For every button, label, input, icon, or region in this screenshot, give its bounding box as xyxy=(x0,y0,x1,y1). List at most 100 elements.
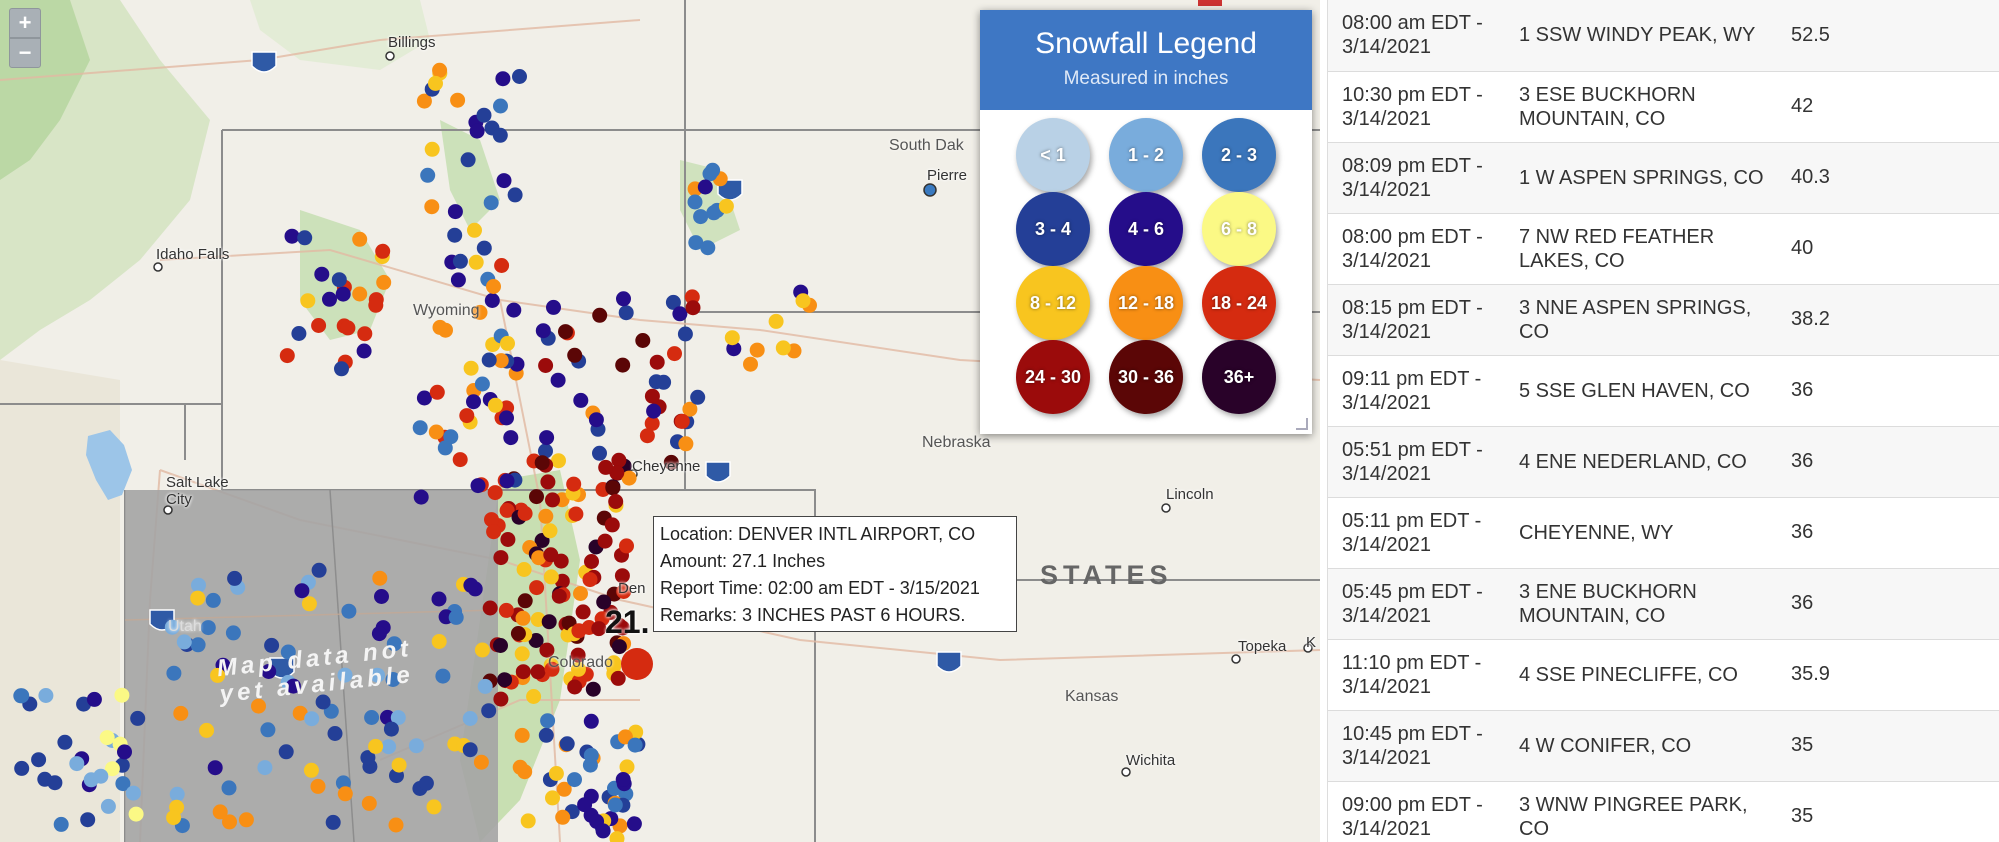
snowfall-marker[interactable] xyxy=(416,93,432,109)
snowfall-marker[interactable] xyxy=(611,639,627,655)
snowfall-marker[interactable] xyxy=(292,705,308,721)
snowfall-marker[interactable] xyxy=(14,760,30,776)
snowfall-marker[interactable] xyxy=(463,360,479,376)
snowfall-marker[interactable] xyxy=(615,620,631,636)
snowfall-marker[interactable] xyxy=(484,512,499,528)
snowfall-marker[interactable] xyxy=(595,823,611,839)
snowfall-marker[interactable] xyxy=(482,600,498,616)
snowfall-marker[interactable] xyxy=(334,361,349,377)
snowfall-marker[interactable] xyxy=(531,550,547,566)
snowfall-marker[interactable] xyxy=(225,625,241,641)
snowfall-marker[interactable] xyxy=(795,293,811,309)
snowfall-marker[interactable] xyxy=(443,429,459,445)
snowfall-marker[interactable] xyxy=(469,123,485,139)
snowfall-marker[interactable] xyxy=(568,506,584,522)
snowfall-marker[interactable] xyxy=(470,478,486,494)
snowfall-marker[interactable] xyxy=(583,747,599,763)
snowfall-marker[interactable] xyxy=(128,806,144,822)
snowfall-marker[interactable] xyxy=(431,591,447,607)
legend-bucket[interactable]: 6 - 8 xyxy=(1202,192,1276,266)
snowfall-marker[interactable] xyxy=(543,569,559,585)
snowfall-marker[interactable] xyxy=(370,667,385,683)
snowfall-marker[interactable] xyxy=(294,583,310,599)
snowfall-marker[interactable] xyxy=(702,166,718,182)
snowfall-marker[interactable] xyxy=(538,727,554,743)
snowfall-marker[interactable] xyxy=(685,300,701,316)
snowfall-marker[interactable] xyxy=(665,294,681,310)
snowfall-marker[interactable] xyxy=(303,762,319,778)
snowfall-map[interactable]: + − Billings Idaho Falls Wyoming South D… xyxy=(0,0,1320,842)
snowfall-marker[interactable] xyxy=(616,584,632,599)
snowfall-marker[interactable] xyxy=(169,786,185,802)
snowfall-marker[interactable] xyxy=(130,710,146,726)
snowfall-report-markers[interactable] xyxy=(13,62,817,842)
snowfall-marker[interactable] xyxy=(649,354,665,370)
snowfall-marker[interactable] xyxy=(667,346,682,362)
report-row[interactable]: 08:09 pm EDT - 3/14/2021 1 W ASPEN SPRING… xyxy=(1328,142,1999,214)
snowfall-marker[interactable] xyxy=(452,452,468,468)
snowfall-marker[interactable] xyxy=(529,489,544,505)
snowfall-marker[interactable] xyxy=(597,533,613,549)
snowfall-marker[interactable] xyxy=(374,589,389,604)
snowfall-marker[interactable] xyxy=(474,642,490,658)
snowfall-marker[interactable] xyxy=(467,222,482,238)
snowfall-marker[interactable] xyxy=(426,799,442,815)
snowfall-marker[interactable] xyxy=(257,760,273,776)
report-row[interactable]: 08:00 pm EDT - 3/14/2021 7 NW RED FEATHER… xyxy=(1328,213,1999,285)
snowfall-marker[interactable] xyxy=(337,667,353,683)
legend-bucket[interactable]: 4 - 6 xyxy=(1109,192,1183,266)
snowfall-marker[interactable] xyxy=(538,358,554,373)
snowfall-marker[interactable] xyxy=(429,384,445,400)
legend-bucket[interactable]: 12 - 18 xyxy=(1109,266,1183,340)
snowfall-marker[interactable] xyxy=(356,343,372,359)
snowfall-marker[interactable] xyxy=(493,98,508,114)
snowfall-marker[interactable] xyxy=(447,227,463,243)
snowfall-marker[interactable] xyxy=(506,302,522,318)
snowfall-marker[interactable] xyxy=(474,376,490,392)
snowfall-marker[interactable] xyxy=(592,445,607,461)
snowfall-marker[interactable] xyxy=(674,413,690,429)
snowfall-marker[interactable] xyxy=(190,637,206,653)
snowfall-marker[interactable] xyxy=(372,570,388,586)
zoom-out-button[interactable]: − xyxy=(9,38,41,68)
snowfall-marker[interactable] xyxy=(412,420,428,436)
snowfall-marker[interactable] xyxy=(584,554,599,569)
snowfall-marker[interactable] xyxy=(418,775,434,791)
snowfall-marker[interactable] xyxy=(99,730,115,746)
snowfall-marker[interactable] xyxy=(591,621,607,637)
snowfall-marker[interactable] xyxy=(582,572,598,588)
snowfall-marker[interactable] xyxy=(473,754,489,770)
snowfall-marker[interactable] xyxy=(496,173,512,189)
snowfall-marker[interactable] xyxy=(609,831,625,842)
snowfall-marker[interactable] xyxy=(227,570,243,586)
snowfall-marker[interactable] xyxy=(550,372,566,388)
snowfall-marker[interactable] xyxy=(53,816,69,832)
snowfall-marker[interactable] xyxy=(472,304,488,320)
snowfall-marker[interactable] xyxy=(477,678,493,694)
snowfall-marker[interactable] xyxy=(450,272,466,288)
snowfall-marker[interactable] xyxy=(724,330,740,346)
snowfall-marker[interactable] xyxy=(690,389,706,405)
snowfall-marker[interactable] xyxy=(567,772,582,788)
snowfall-marker[interactable] xyxy=(575,604,591,620)
snowfall-marker[interactable] xyxy=(687,194,703,210)
snowfall-marker[interactable] xyxy=(212,804,228,820)
snowfall-marker[interactable] xyxy=(726,341,742,357)
snowfall-marker[interactable] xyxy=(515,610,531,626)
snowfall-marker[interactable] xyxy=(199,722,215,738)
snowfall-marker[interactable] xyxy=(517,593,533,609)
report-row[interactable]: 05:51 pm EDT - 3/14/2021 4 ENE NEDERLAND,… xyxy=(1328,426,1999,498)
report-row[interactable]: 10:45 pm EDT - 3/14/2021 4 W CONIFER, CO 3… xyxy=(1328,710,1999,782)
snowfall-marker[interactable] xyxy=(176,634,192,650)
snowfall-marker[interactable] xyxy=(279,348,295,364)
snowfall-marker[interactable] xyxy=(566,476,582,492)
legend-bucket[interactable]: 30 - 36 xyxy=(1109,340,1183,414)
snowfall-marker[interactable] xyxy=(331,272,347,288)
snowfall-marker[interactable] xyxy=(260,722,276,738)
snowfall-marker[interactable] xyxy=(352,231,368,247)
snowfall-marker[interactable] xyxy=(615,772,631,787)
snowfall-marker[interactable] xyxy=(644,415,660,431)
snowfall-marker[interactable] xyxy=(391,757,407,773)
snowfall-marker[interactable] xyxy=(604,517,620,533)
snowfall-marker[interactable] xyxy=(529,580,545,596)
